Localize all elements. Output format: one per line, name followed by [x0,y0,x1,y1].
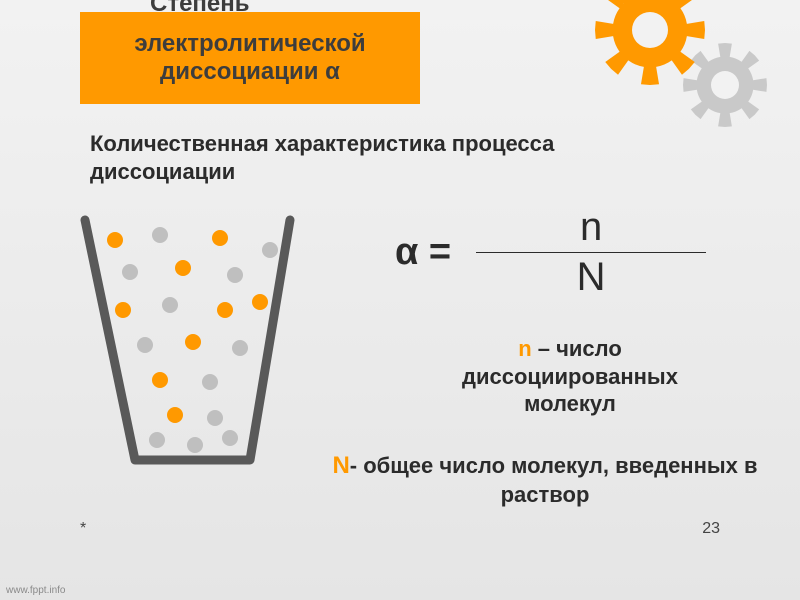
title-line1: электролитической [134,30,365,58]
formula-fraction: n N [476,205,706,300]
page-number: 23 [702,520,720,538]
date-placeholder: * [80,520,86,538]
formula-numerator: n [580,205,602,250]
symbol-big-n: N [332,452,349,479]
title-line2: диссоциации α [160,58,340,86]
definition-n-text: – число диссоциированных молекул [462,336,678,416]
title-strip: электролитической диссоциации α [80,12,420,104]
formula: α = n N [395,205,706,300]
definition-big-n-text: - общее число молекул, введенных в раств… [350,453,758,507]
fraction-line [476,252,706,253]
beaker-diagram [75,210,300,475]
definition-n: n – число диссоциированных молекул [420,335,720,418]
definition-big-n: N- общее число молекул, введенных в раст… [330,450,760,510]
footer-url: www.fppt.info [6,585,65,596]
symbol-n: n [518,336,531,361]
formula-denominator: N [577,255,606,300]
formula-lhs: α = [395,231,451,274]
subtitle: Количественная характеристика процесса д… [90,130,690,185]
